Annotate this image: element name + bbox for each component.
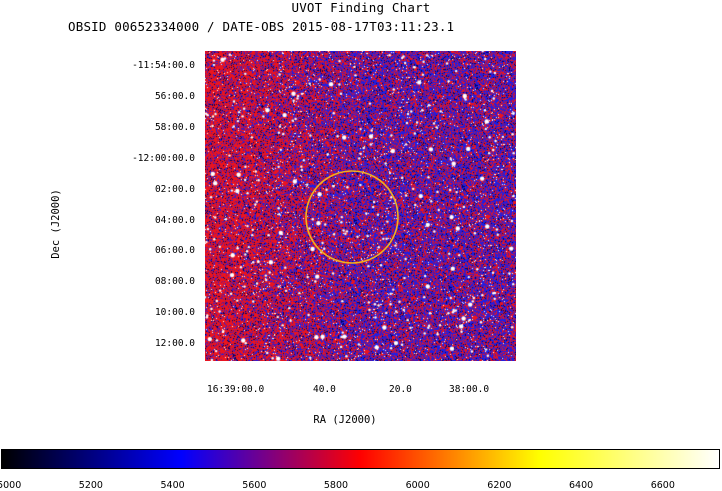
- x-tick-label: 16:39:00.0: [207, 384, 265, 395]
- y-tick-label: 12:00.0: [154, 338, 195, 350]
- y-tick-label: 04:00.0: [154, 214, 195, 226]
- colorbar-tick-label: 5800: [323, 480, 349, 491]
- y-tick-label: 02:00.0: [154, 183, 195, 195]
- y-tick-label: -11:54:00.0: [132, 60, 195, 71]
- colorbar: [1, 449, 720, 469]
- colorbar-tick-label: 5000: [0, 480, 22, 491]
- chart-title: UVOT Finding Chart: [291, 0, 431, 15]
- y-tick-label: 58:00.0: [154, 121, 195, 133]
- y-tick-label: 08:00.0: [154, 276, 195, 288]
- colorbar-tick-label: 5600: [242, 480, 267, 491]
- y-axis-label: Dec (J2000): [50, 189, 62, 259]
- colorbar-tick-label: 6200: [487, 480, 512, 491]
- y-tick-label: 56:00.0: [154, 90, 195, 102]
- colorbar-tick-label: 5200: [78, 480, 103, 491]
- y-tick-label: -12:00:00.0: [132, 152, 195, 164]
- x-tick-label: 20.0: [389, 384, 412, 395]
- y-tick-label: 06:00.0: [154, 245, 195, 257]
- x-tick-label: 40.0: [313, 384, 336, 395]
- colorbar-tick-label: 6000: [405, 480, 430, 491]
- sky-image: [205, 51, 516, 361]
- colorbar-tick-label: 6600: [650, 480, 675, 491]
- colorbar-tick-label: 5400: [160, 480, 185, 491]
- colorbar-tick-label: 6400: [569, 480, 594, 491]
- y-tick-label: 10:00.0: [154, 307, 195, 319]
- x-tick-label: 38:00.0: [449, 384, 490, 395]
- x-axis-label: RA (J2000): [313, 414, 377, 426]
- chart-subtitle: OBSID 00652334000 / DATE-OBS 2015-08-17T…: [68, 19, 455, 34]
